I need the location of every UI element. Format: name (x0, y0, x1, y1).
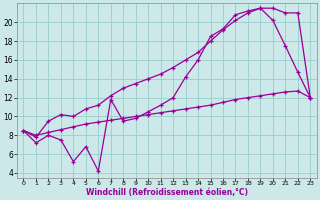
X-axis label: Windchill (Refroidissement éolien,°C): Windchill (Refroidissement éolien,°C) (86, 188, 248, 197)
